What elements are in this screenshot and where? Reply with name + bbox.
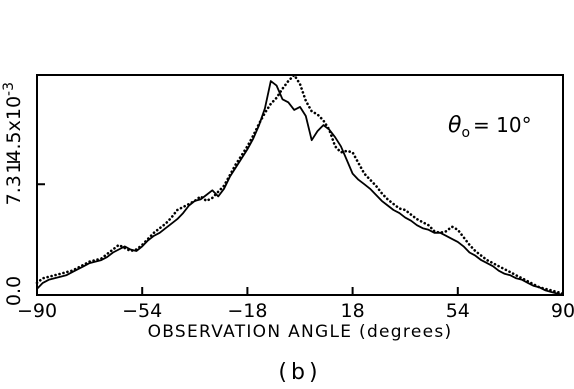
angle-annotation: θo = 10° xyxy=(448,113,532,141)
y-top-tick-label: 14.5 xyxy=(3,131,25,173)
panel-label: (b) xyxy=(278,360,321,385)
x-tick-label: 18 xyxy=(341,300,365,322)
y-scale-label: 14.5x10-3 xyxy=(1,82,25,174)
x-tick-label: 90 xyxy=(551,300,574,322)
x-tick-label: −54 xyxy=(122,300,162,322)
y-axis-title: I xyxy=(4,159,25,164)
axis-tick-labels: −90 −54 −18 18 54 90 0.0 7.3 xyxy=(3,175,574,322)
series-line-solid xyxy=(36,80,564,296)
x-tick-label: −18 xyxy=(227,300,267,322)
y-scale-exponent: -3 xyxy=(1,82,17,96)
angle-value: = 10° xyxy=(473,113,532,137)
theta-symbol: θ xyxy=(448,113,462,138)
y-scale-multiplier: x10 xyxy=(3,96,25,131)
series-line-dotted xyxy=(35,73,565,295)
y-tick-label: 0.0 xyxy=(3,276,25,306)
theta-subscript: o xyxy=(461,125,470,141)
x-axis-title: OBSERVATION ANGLE (degrees) xyxy=(148,322,453,342)
series-layer xyxy=(35,73,565,296)
x-tick-label: 54 xyxy=(446,300,470,322)
x-tick-label: −90 xyxy=(17,300,57,322)
y-tick-label: 7.3 xyxy=(3,175,25,205)
